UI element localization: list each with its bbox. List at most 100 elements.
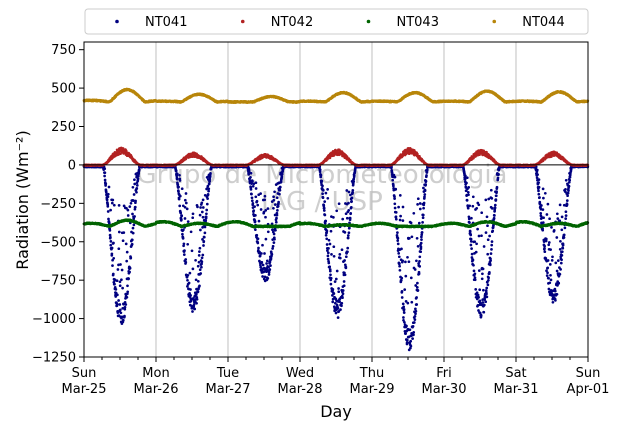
data-point	[344, 266, 348, 270]
data-point	[201, 253, 205, 257]
data-point	[561, 246, 565, 250]
data-point	[254, 187, 258, 190]
data-point	[347, 231, 351, 235]
data-point	[421, 221, 424, 224]
data-point	[350, 200, 353, 203]
data-point	[120, 268, 124, 272]
data-point	[191, 216, 195, 220]
data-point	[199, 272, 203, 275]
data-point	[486, 252, 490, 256]
data-point	[346, 250, 349, 254]
data-point	[471, 195, 475, 199]
data-point	[103, 167, 107, 171]
data-point	[485, 286, 489, 290]
data-point	[200, 256, 204, 260]
data-point	[400, 296, 404, 299]
data-point	[490, 240, 494, 243]
data-point	[560, 258, 563, 262]
data-point	[561, 243, 565, 247]
data-point	[118, 303, 122, 306]
data-point	[554, 299, 557, 302]
data-point	[540, 204, 543, 207]
data-point	[343, 259, 346, 262]
data-point	[493, 203, 497, 207]
data-point	[475, 242, 478, 246]
data-point	[345, 189, 349, 192]
data-point	[184, 201, 188, 205]
data-point	[397, 252, 401, 255]
data-point	[410, 300, 414, 304]
data-point	[184, 258, 188, 261]
data-point	[404, 260, 407, 264]
data-point	[186, 273, 190, 277]
data-point	[336, 316, 340, 319]
data-point	[477, 296, 480, 299]
data-point	[560, 215, 564, 219]
data-point	[551, 255, 554, 259]
data-point	[250, 196, 254, 200]
data-point	[555, 236, 559, 239]
data-point	[184, 192, 188, 195]
data-point	[111, 264, 114, 267]
data-point	[325, 243, 329, 246]
data-point	[423, 193, 427, 196]
data-point	[482, 245, 486, 248]
data-point	[565, 203, 569, 207]
data-point	[196, 290, 200, 294]
data-point	[564, 178, 568, 182]
data-point	[178, 204, 182, 208]
data-point	[478, 288, 482, 292]
data-point	[251, 184, 255, 188]
data-point	[396, 236, 400, 240]
data-point	[178, 173, 181, 177]
data-point	[419, 245, 423, 249]
data-point	[116, 268, 120, 271]
data-point	[254, 195, 258, 199]
data-point	[424, 183, 428, 186]
data-point	[543, 244, 546, 248]
data-point	[118, 284, 122, 288]
data-point	[112, 241, 115, 245]
data-point	[329, 229, 333, 233]
data-point	[130, 238, 134, 242]
data-point	[253, 220, 257, 223]
data-point	[425, 174, 428, 177]
data-point	[337, 202, 341, 206]
data-point	[263, 198, 267, 202]
data-point	[424, 179, 428, 183]
data-point	[326, 254, 330, 258]
data-point	[394, 217, 398, 221]
data-point	[469, 233, 473, 237]
data-point	[470, 252, 474, 256]
data-point	[547, 243, 551, 247]
data-point	[330, 253, 333, 256]
data-point	[336, 306, 340, 310]
data-point	[488, 271, 491, 274]
data-point	[326, 188, 329, 191]
data-point	[203, 231, 207, 235]
data-point	[346, 234, 350, 237]
data-point	[472, 269, 476, 273]
data-point	[205, 208, 209, 212]
data-point	[320, 179, 324, 183]
data-point	[131, 231, 135, 235]
data-point	[543, 250, 547, 254]
data-point	[128, 266, 132, 270]
data-point	[109, 243, 113, 247]
data-point	[547, 276, 550, 280]
data-point	[132, 193, 136, 196]
data-point	[422, 206, 425, 210]
data-point	[257, 246, 260, 250]
data-point	[418, 207, 422, 211]
data-point	[412, 331, 416, 334]
data-point	[182, 242, 186, 246]
data-point	[132, 199, 135, 202]
data-point	[535, 168, 539, 172]
data-point	[256, 241, 260, 245]
data-point	[467, 193, 470, 197]
data-point	[197, 254, 201, 257]
data-point	[251, 179, 254, 183]
data-point	[253, 205, 256, 208]
data-point	[544, 237, 548, 241]
data-point	[195, 297, 199, 301]
